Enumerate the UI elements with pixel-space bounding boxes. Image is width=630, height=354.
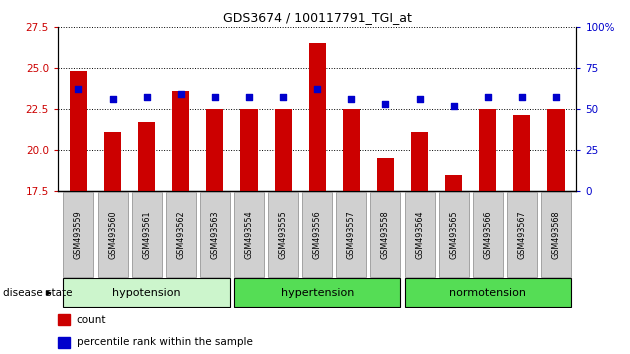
Bar [377,158,394,354]
FancyBboxPatch shape [336,192,366,277]
FancyBboxPatch shape [541,192,571,277]
Text: GSM493567: GSM493567 [517,210,527,259]
Point [210,95,220,100]
Point [73,86,83,92]
Text: GSM493568: GSM493568 [551,210,561,259]
Text: GSM493557: GSM493557 [347,210,356,259]
FancyBboxPatch shape [404,279,571,307]
Bar [411,132,428,354]
Bar [207,109,224,354]
Bar [70,71,87,354]
Text: GSM493561: GSM493561 [142,210,151,259]
FancyBboxPatch shape [302,192,332,277]
Bar [104,132,121,354]
FancyBboxPatch shape [472,192,503,277]
Point [415,96,425,102]
FancyBboxPatch shape [234,192,264,277]
Text: GSM493556: GSM493556 [312,210,322,259]
FancyBboxPatch shape [370,192,401,277]
Bar [513,115,530,354]
Text: normotension: normotension [449,288,526,298]
Text: count: count [77,315,106,325]
Text: GSM493562: GSM493562 [176,210,185,259]
Bar [275,109,292,354]
Text: disease state: disease state [3,288,72,298]
Point [483,95,493,100]
Point [312,86,323,92]
Bar [138,122,155,354]
Bar [309,43,326,354]
Point [108,96,118,102]
Text: hypotension: hypotension [112,288,181,298]
FancyBboxPatch shape [132,192,162,277]
Text: GSM493565: GSM493565 [449,210,458,259]
FancyBboxPatch shape [98,192,127,277]
Point [551,95,561,100]
Text: GSM493566: GSM493566 [483,210,492,259]
Bar [58,337,71,348]
FancyBboxPatch shape [507,192,537,277]
Text: percentile rank within the sample: percentile rank within the sample [77,337,253,348]
FancyBboxPatch shape [404,192,435,277]
FancyBboxPatch shape [64,279,230,307]
Text: GSM493555: GSM493555 [278,210,287,259]
FancyBboxPatch shape [200,192,230,277]
Bar [547,109,564,354]
Text: GSM493563: GSM493563 [210,210,219,259]
Text: GSM493559: GSM493559 [74,210,83,259]
Bar [241,109,258,354]
Bar [172,91,189,354]
Point [346,96,357,102]
Point [449,103,459,108]
FancyBboxPatch shape [64,192,93,277]
Text: GSM493554: GSM493554 [244,210,253,259]
Point [176,91,186,97]
Text: GSM493560: GSM493560 [108,210,117,259]
Point [517,95,527,100]
Bar [479,109,496,354]
Point [244,95,254,100]
FancyBboxPatch shape [268,192,298,277]
Text: GDS3674 / 100117791_TGI_at: GDS3674 / 100117791_TGI_at [223,11,411,24]
Point [142,95,152,100]
Point [278,95,288,100]
Point [381,101,391,107]
Text: GSM493564: GSM493564 [415,210,424,259]
Text: GSM493558: GSM493558 [381,210,390,259]
Bar [445,175,462,354]
FancyBboxPatch shape [438,192,469,277]
FancyBboxPatch shape [234,279,401,307]
Bar [58,314,71,325]
FancyBboxPatch shape [166,192,196,277]
Bar [343,109,360,354]
Text: hypertension: hypertension [280,288,354,298]
